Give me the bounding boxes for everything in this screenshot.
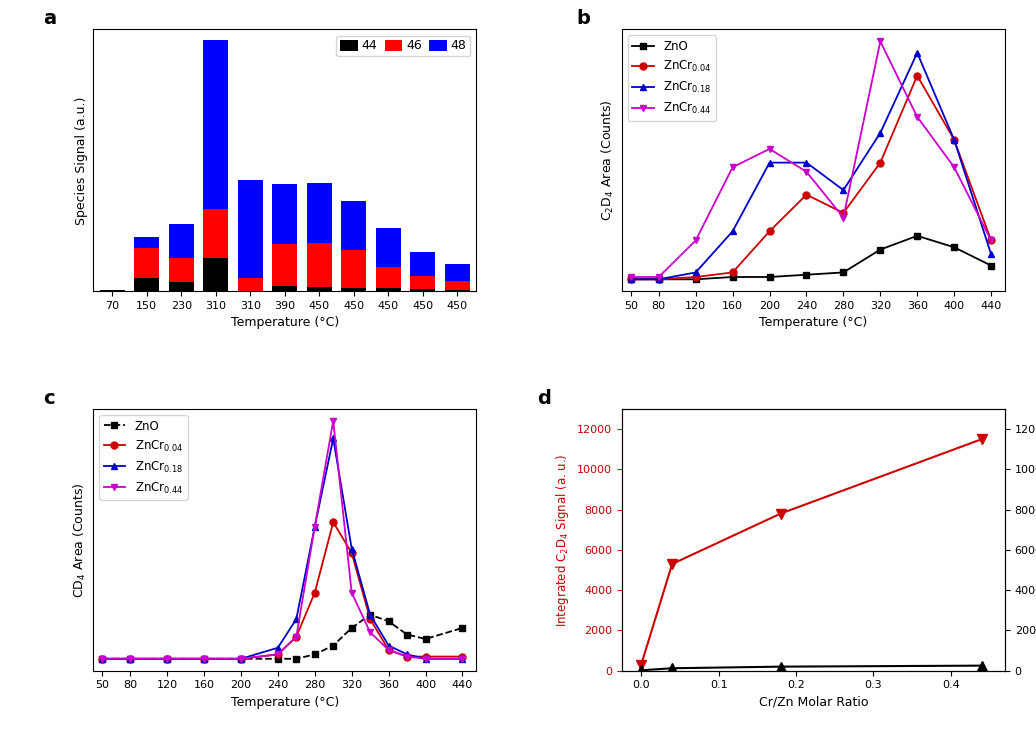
Bar bbox=[444, 265, 469, 281]
Text: a: a bbox=[44, 10, 57, 28]
Bar bbox=[203, 209, 228, 259]
Y-axis label: Integrated C$_2$D$_4$ Signal (a. u.): Integrated C$_2$D$_4$ Signal (a. u.) bbox=[554, 453, 572, 626]
Text: c: c bbox=[44, 388, 55, 408]
Bar bbox=[135, 248, 160, 278]
X-axis label: Temperature (°C): Temperature (°C) bbox=[759, 316, 867, 329]
Bar bbox=[135, 278, 160, 291]
Bar bbox=[376, 288, 401, 291]
Text: d: d bbox=[538, 388, 551, 408]
Bar bbox=[307, 184, 332, 243]
Bar bbox=[238, 180, 263, 278]
Bar bbox=[342, 250, 366, 288]
Bar bbox=[135, 237, 160, 248]
Bar bbox=[444, 290, 469, 291]
Bar bbox=[307, 287, 332, 291]
Bar bbox=[342, 200, 366, 250]
Legend: 44, 46, 48: 44, 46, 48 bbox=[337, 35, 470, 56]
Bar bbox=[272, 286, 297, 291]
Bar bbox=[444, 281, 469, 290]
Bar bbox=[410, 289, 435, 291]
Bar bbox=[272, 244, 297, 286]
Bar bbox=[376, 228, 401, 267]
Y-axis label: C$_2$D$_4$ Area (Counts): C$_2$D$_4$ Area (Counts) bbox=[600, 99, 616, 221]
X-axis label: Temperature (°C): Temperature (°C) bbox=[231, 316, 339, 329]
Bar bbox=[238, 278, 263, 291]
Bar bbox=[410, 252, 435, 276]
Legend: ZnO, ZnCr$_{0.04}$, ZnCr$_{0.18}$, ZnCr$_{0.44}$: ZnO, ZnCr$_{0.04}$, ZnCr$_{0.18}$, ZnCr$… bbox=[628, 35, 717, 121]
Legend: ZnO, ZnCr$_{0.04}$, ZnCr$_{0.18}$, ZnCr$_{0.44}$: ZnO, ZnCr$_{0.04}$, ZnCr$_{0.18}$, ZnCr$… bbox=[99, 415, 188, 500]
Bar bbox=[99, 290, 124, 291]
X-axis label: Cr/Zn Molar Ratio: Cr/Zn Molar Ratio bbox=[758, 696, 868, 709]
Bar bbox=[169, 223, 194, 259]
Bar bbox=[272, 184, 297, 244]
Bar bbox=[376, 267, 401, 288]
Bar bbox=[169, 259, 194, 282]
Bar bbox=[203, 259, 228, 291]
Bar bbox=[203, 41, 228, 209]
Bar bbox=[307, 243, 332, 287]
X-axis label: Temperature (°C): Temperature (°C) bbox=[231, 696, 339, 709]
Bar bbox=[342, 288, 366, 291]
Y-axis label: Species Signal (a.u.): Species Signal (a.u.) bbox=[75, 96, 88, 225]
Text: b: b bbox=[576, 10, 589, 28]
Bar bbox=[410, 276, 435, 289]
Y-axis label: CD$_4$ Area (Counts): CD$_4$ Area (Counts) bbox=[71, 482, 88, 598]
Bar bbox=[169, 282, 194, 291]
